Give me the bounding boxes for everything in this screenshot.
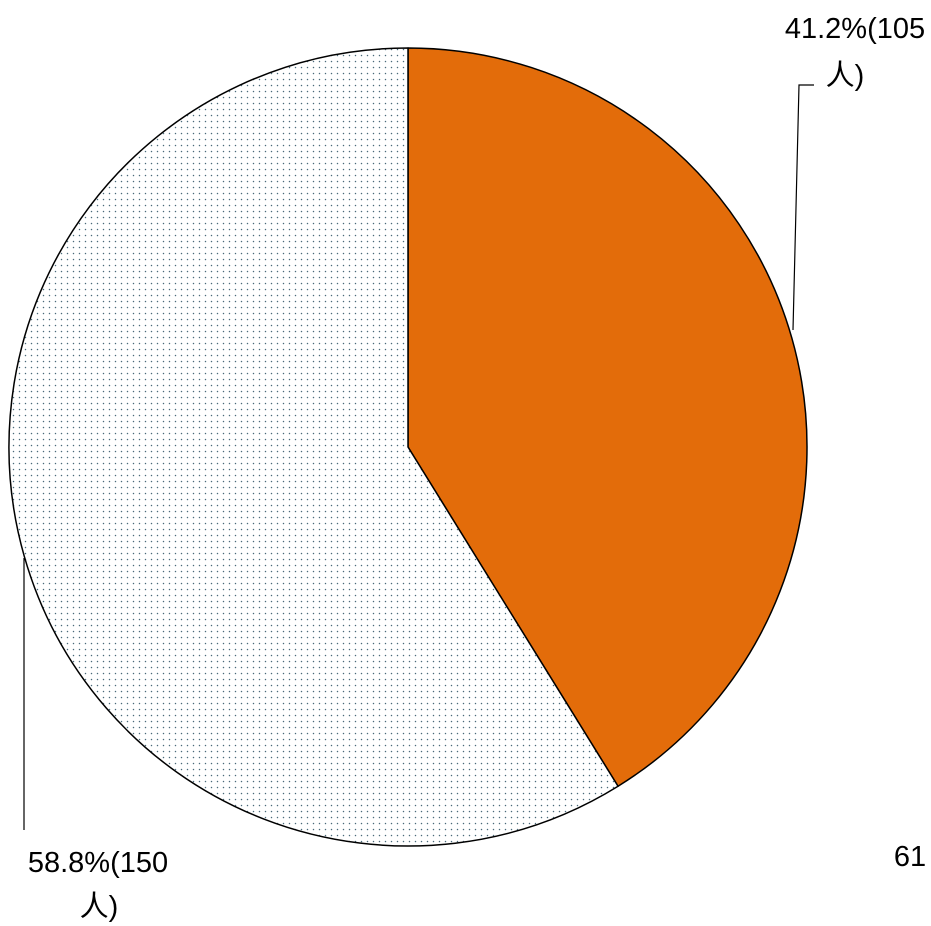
data-label-slice-1-line-1: 41.2%(105 xyxy=(785,13,925,45)
pie-slice-1 xyxy=(407,47,808,787)
data-label-slice-2-line-1: 58.8%(150 xyxy=(28,847,168,879)
leader-lines xyxy=(23,84,814,830)
pie-slice-2 xyxy=(8,47,619,847)
data-label-slice-1-line-2: 人) xyxy=(826,60,865,92)
data-label-slice-2-line-2: 人) xyxy=(80,891,119,923)
pie-slices xyxy=(8,47,808,847)
page-number: 61 xyxy=(894,841,926,873)
leader-line-slice-1 xyxy=(792,84,814,331)
data-labels: 41.2%(105 人) 58.8%(150 人) xyxy=(28,13,925,923)
